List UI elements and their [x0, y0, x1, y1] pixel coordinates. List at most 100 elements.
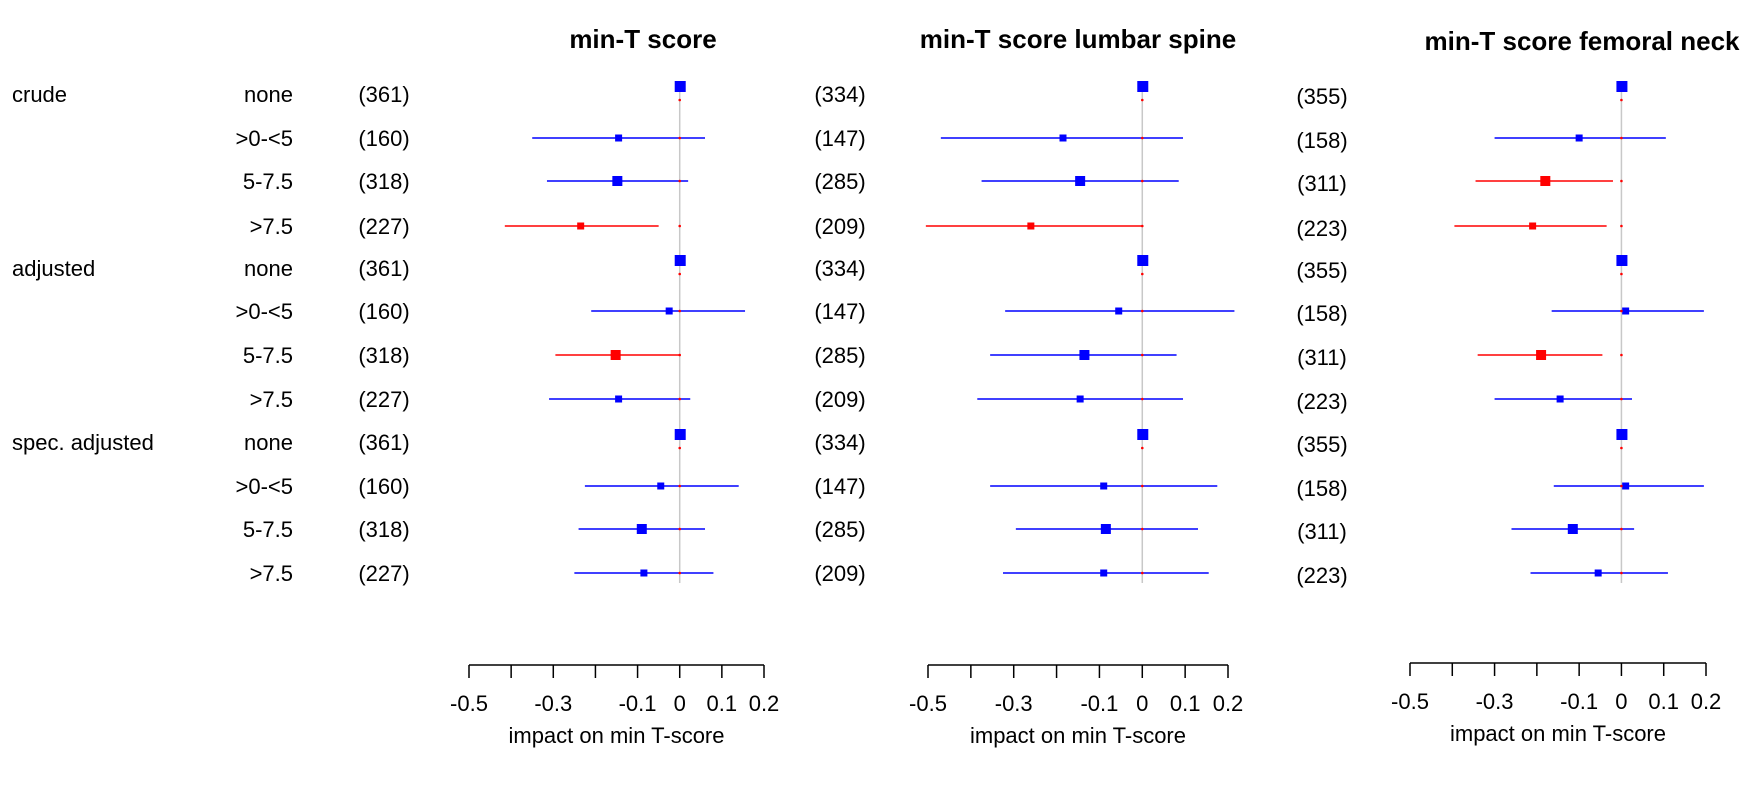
row-level-label: >0-<5: [236, 474, 294, 499]
point-estimate: [1027, 222, 1035, 230]
reference-dot: [678, 309, 682, 313]
row-level-label: none: [244, 430, 293, 455]
reference-dot: [1620, 98, 1623, 102]
reference-dot: [678, 136, 682, 140]
sample-count: (318): [358, 169, 409, 194]
sample-count: (285): [814, 343, 865, 368]
x-tick-label: 0.1: [1648, 689, 1679, 714]
x-tick-label: 0.2: [1213, 691, 1244, 716]
sample-count: (158): [1296, 128, 1347, 153]
sample-count: (227): [358, 214, 409, 239]
reference-dot: [1140, 98, 1144, 102]
reference-dot: [1140, 309, 1144, 313]
reference-estimate: [1616, 81, 1628, 92]
point-estimate: [615, 395, 623, 403]
reference-dot: [1620, 484, 1623, 488]
row-level-label: >7.5: [250, 214, 293, 239]
reference-estimate: [1137, 255, 1149, 266]
reference-dot: [1140, 571, 1144, 575]
point-estimate: [1622, 307, 1630, 315]
point-estimate: [657, 482, 665, 490]
sample-count: (285): [814, 169, 865, 194]
x-tick-label: -0.5: [1391, 689, 1429, 714]
x-tick-label: 0: [1136, 691, 1148, 716]
point-estimate: [1622, 482, 1630, 490]
reference-estimate: [1616, 255, 1628, 266]
reference-dot: [1620, 446, 1623, 450]
reference-dot: [1620, 353, 1623, 357]
sample-count: (147): [814, 299, 865, 324]
x-axis-label: impact on min T-score: [1450, 721, 1666, 746]
x-axis-label: impact on min T-score: [508, 723, 724, 748]
x-tick-label: -0.5: [450, 691, 488, 716]
point-estimate: [1540, 176, 1551, 186]
reference-dot: [678, 98, 682, 102]
panel-title: min-T score lumbar spine: [920, 24, 1236, 54]
panel-title: min-T score: [569, 24, 716, 54]
point-estimate: [640, 569, 648, 577]
reference-estimate: [1137, 429, 1149, 440]
x-tick-label: -0.3: [1476, 689, 1514, 714]
sample-count: (147): [814, 474, 865, 499]
sample-count: (209): [814, 214, 865, 239]
reference-dot: [1620, 224, 1623, 228]
reference-estimate: [1616, 429, 1628, 440]
x-tick-label: 0.2: [1691, 689, 1722, 714]
reference-dot: [1140, 484, 1144, 488]
reference-dot: [678, 272, 682, 276]
x-tick-label: -0.1: [1560, 689, 1598, 714]
x-tick-label: -0.1: [1080, 691, 1118, 716]
row-group-label: crude: [12, 82, 67, 107]
sample-count: (223): [1296, 563, 1347, 588]
row-level-label: >0-<5: [236, 299, 294, 324]
row-level-label: >7.5: [250, 561, 293, 586]
sample-count: (160): [358, 474, 409, 499]
x-tick-label: 0.2: [749, 691, 780, 716]
sample-count: (311): [1297, 519, 1347, 544]
sample-count: (334): [814, 82, 865, 107]
row-labels: crude none >0-<5 5-7.5 >7.5 adjusted none >0-<5…: [12, 82, 293, 586]
reference-dot: [1140, 527, 1144, 531]
reference-dot: [1140, 136, 1144, 140]
reference-dot: [1620, 527, 1623, 531]
row-level-label: >7.5: [250, 387, 293, 412]
point-estimate: [1536, 350, 1547, 360]
panel: min-T score (361) (160) (318) (227) (361) (160…: [358, 24, 779, 748]
point-estimate: [615, 134, 623, 142]
point-estimate: [1059, 134, 1067, 142]
x-tick-label: -0.3: [995, 691, 1033, 716]
row-group-label: adjusted: [12, 256, 95, 281]
sample-count: (223): [1296, 216, 1347, 241]
sample-count: (158): [1296, 301, 1347, 326]
panel-title: min-T score femoral neck: [1425, 26, 1741, 56]
sample-count: (355): [1296, 432, 1347, 457]
reference-dot: [1620, 397, 1623, 401]
sample-count: (223): [1296, 389, 1347, 414]
reference-dot: [1620, 272, 1623, 276]
x-tick-label: 0: [674, 691, 686, 716]
x-tick-label: -0.5: [909, 691, 947, 716]
row-level-label: none: [244, 256, 293, 281]
reference-dot: [1620, 136, 1623, 140]
reference-dot: [1140, 353, 1144, 357]
point-estimate: [1076, 395, 1084, 403]
reference-dot: [678, 527, 682, 531]
point-estimate: [610, 350, 621, 360]
point-estimate: [1567, 524, 1578, 534]
point-estimate: [1075, 176, 1086, 186]
point-estimate: [1575, 134, 1583, 142]
reference-dot: [1140, 179, 1144, 183]
sample-count: (227): [358, 561, 409, 586]
sample-count: (361): [358, 430, 409, 455]
panel: min-T score femoral neck (355) (158) (311) (…: [1296, 26, 1740, 746]
x-tick-label: 0: [1615, 689, 1627, 714]
reference-estimate: [674, 81, 686, 92]
reference-dot: [678, 446, 682, 450]
row-level-label: 5-7.5: [243, 517, 293, 542]
x-tick-label: -0.3: [534, 691, 572, 716]
row-level-label: >0-<5: [236, 126, 294, 151]
sample-count: (227): [358, 387, 409, 412]
sample-count: (209): [814, 561, 865, 586]
sample-count: (334): [814, 256, 865, 281]
